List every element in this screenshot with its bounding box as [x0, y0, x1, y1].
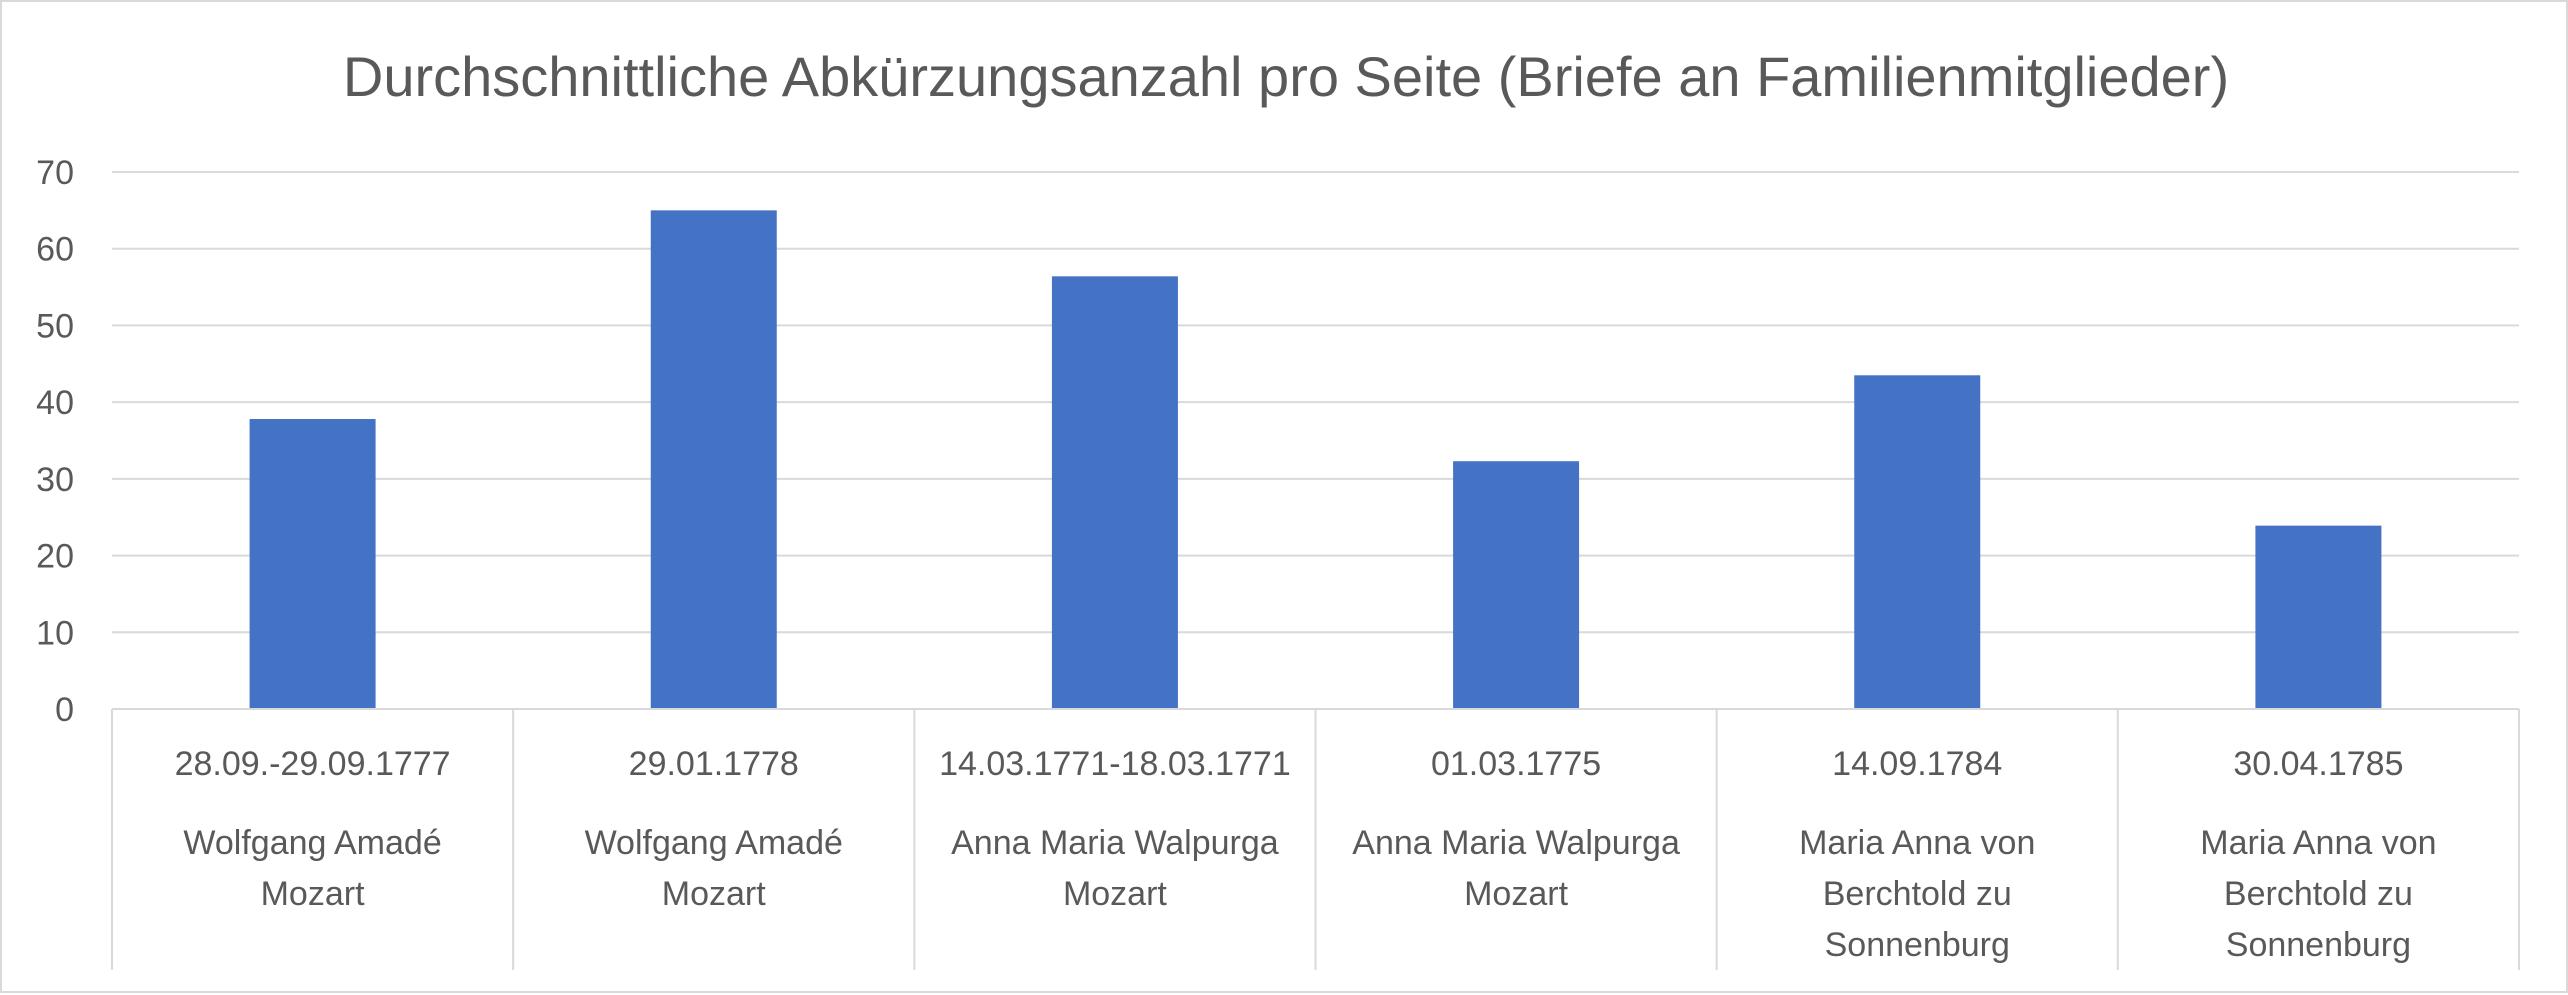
y-tick-label-0: 0 [55, 691, 74, 729]
bar-1 [249, 419, 376, 709]
category-person-label-4-line-2: Mozart [1464, 875, 1568, 913]
y-tick-label-30: 30 [36, 461, 74, 499]
bar-3 [1051, 276, 1178, 709]
gridlines [112, 171, 2519, 634]
chart-title: Durchschnittliche Abkürzungsanzahl pro S… [343, 45, 2229, 108]
category-person-label-5-line-2: Berchtold zu [1823, 875, 2012, 913]
category-date-label-1: 28.09.-29.09.1777 [175, 745, 451, 783]
bar-5 [1854, 375, 1981, 709]
category-person-label-5-line-1: Maria Anna von [1799, 824, 2035, 862]
bar-2 [650, 210, 777, 709]
category-person-label-6-line-2: Berchtold zu [2224, 875, 2413, 913]
bar-6 [2255, 525, 2382, 709]
category-date-label-2: 29.01.1778 [629, 745, 799, 783]
y-tick-label-20: 20 [36, 538, 74, 576]
category-date-label-6: 30.04.1785 [2233, 745, 2403, 783]
x-axis [111, 708, 2520, 970]
category-person-label-4-line-1: Anna Maria Walpurga [1352, 824, 1680, 862]
category-person-label-6-line-1: Maria Anna von [2200, 824, 2436, 862]
y-axis-tick-labels: 0 10 20 30 40 50 60 70 [36, 154, 74, 729]
y-tick-label-50: 50 [36, 307, 74, 345]
category-person-label-3-line-2: Mozart [1063, 875, 1167, 913]
category-date-label-5: 14.09.1784 [1832, 745, 2002, 783]
category-person-label-6-line-3: Sonnenburg [2226, 926, 2411, 964]
bars [249, 210, 2382, 709]
category-date-label-4: 01.03.1775 [1431, 745, 1601, 783]
category-person-label-2-line-2: Mozart [662, 875, 766, 913]
category-person-label-2-line-1: Wolfgang Amadé [585, 824, 843, 862]
y-tick-label-10: 10 [36, 614, 74, 652]
category-person-label-1-line-2: Mozart [261, 875, 365, 913]
y-tick-label-40: 40 [36, 384, 74, 422]
y-tick-label-60: 60 [36, 231, 74, 269]
x-axis-category-labels: 28.09.-29.09.1777 Wolfgang Amadé Mozart 29.… [175, 745, 2437, 964]
category-person-label-5-line-3: Sonnenburg [1825, 926, 2010, 964]
y-tick-label-70: 70 [36, 154, 74, 192]
category-person-label-1-line-1: Wolfgang Amadé [183, 824, 441, 862]
category-date-label-3: 14.03.1771-18.03.1771 [939, 745, 1291, 783]
category-person-label-3-line-1: Anna Maria Walpurga [951, 824, 1279, 862]
bar-4 [1453, 461, 1580, 709]
